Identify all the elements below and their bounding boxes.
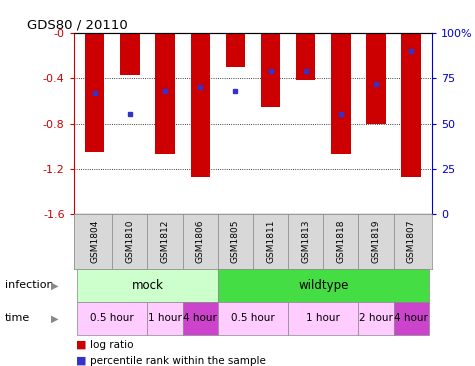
- Bar: [147, 302, 182, 335]
- Text: GSM1813: GSM1813: [301, 220, 310, 263]
- Text: GSM1819: GSM1819: [371, 220, 380, 263]
- Text: percentile rank within the sample: percentile rank within the sample: [90, 355, 266, 366]
- Text: 1 hour: 1 hour: [306, 313, 340, 324]
- Text: GSM1818: GSM1818: [336, 220, 345, 263]
- Text: ■: ■: [76, 340, 86, 350]
- Text: GSM1812: GSM1812: [161, 220, 170, 263]
- Text: infection: infection: [5, 280, 53, 291]
- Text: 2 hour: 2 hour: [359, 313, 393, 324]
- Text: time: time: [5, 313, 30, 324]
- Text: 0.5 hour: 0.5 hour: [90, 313, 134, 324]
- Text: mock: mock: [132, 279, 163, 292]
- Text: GSM1806: GSM1806: [196, 220, 205, 263]
- Text: GSM1810: GSM1810: [125, 220, 134, 263]
- Text: ▶: ▶: [51, 280, 58, 291]
- Bar: [77, 302, 147, 335]
- Bar: [190, 33, 210, 177]
- Bar: [77, 269, 218, 302]
- Bar: [218, 269, 429, 302]
- Text: 4 hour: 4 hour: [394, 313, 428, 324]
- Bar: [394, 302, 429, 335]
- Text: GSM1805: GSM1805: [231, 220, 240, 263]
- Text: GSM1804: GSM1804: [90, 220, 99, 263]
- Bar: [296, 33, 315, 81]
- Text: 1 hour: 1 hour: [148, 313, 182, 324]
- Text: ■: ■: [76, 355, 86, 366]
- Text: ▶: ▶: [51, 313, 58, 324]
- Bar: [261, 33, 280, 107]
- Bar: [85, 33, 104, 152]
- Bar: [120, 33, 140, 75]
- Bar: [331, 33, 351, 154]
- Text: wildtype: wildtype: [298, 279, 349, 292]
- Text: 4 hour: 4 hour: [183, 313, 217, 324]
- Bar: [366, 33, 386, 124]
- Bar: [182, 302, 218, 335]
- Bar: [226, 33, 245, 67]
- Bar: [155, 33, 175, 154]
- Bar: [401, 33, 421, 177]
- Text: GDS80 / 20110: GDS80 / 20110: [27, 19, 128, 32]
- Text: GSM1807: GSM1807: [407, 220, 416, 263]
- Bar: [218, 302, 288, 335]
- Text: GSM1811: GSM1811: [266, 220, 275, 263]
- Bar: [288, 302, 359, 335]
- Bar: [359, 302, 394, 335]
- Text: 0.5 hour: 0.5 hour: [231, 313, 275, 324]
- Text: log ratio: log ratio: [90, 340, 134, 350]
